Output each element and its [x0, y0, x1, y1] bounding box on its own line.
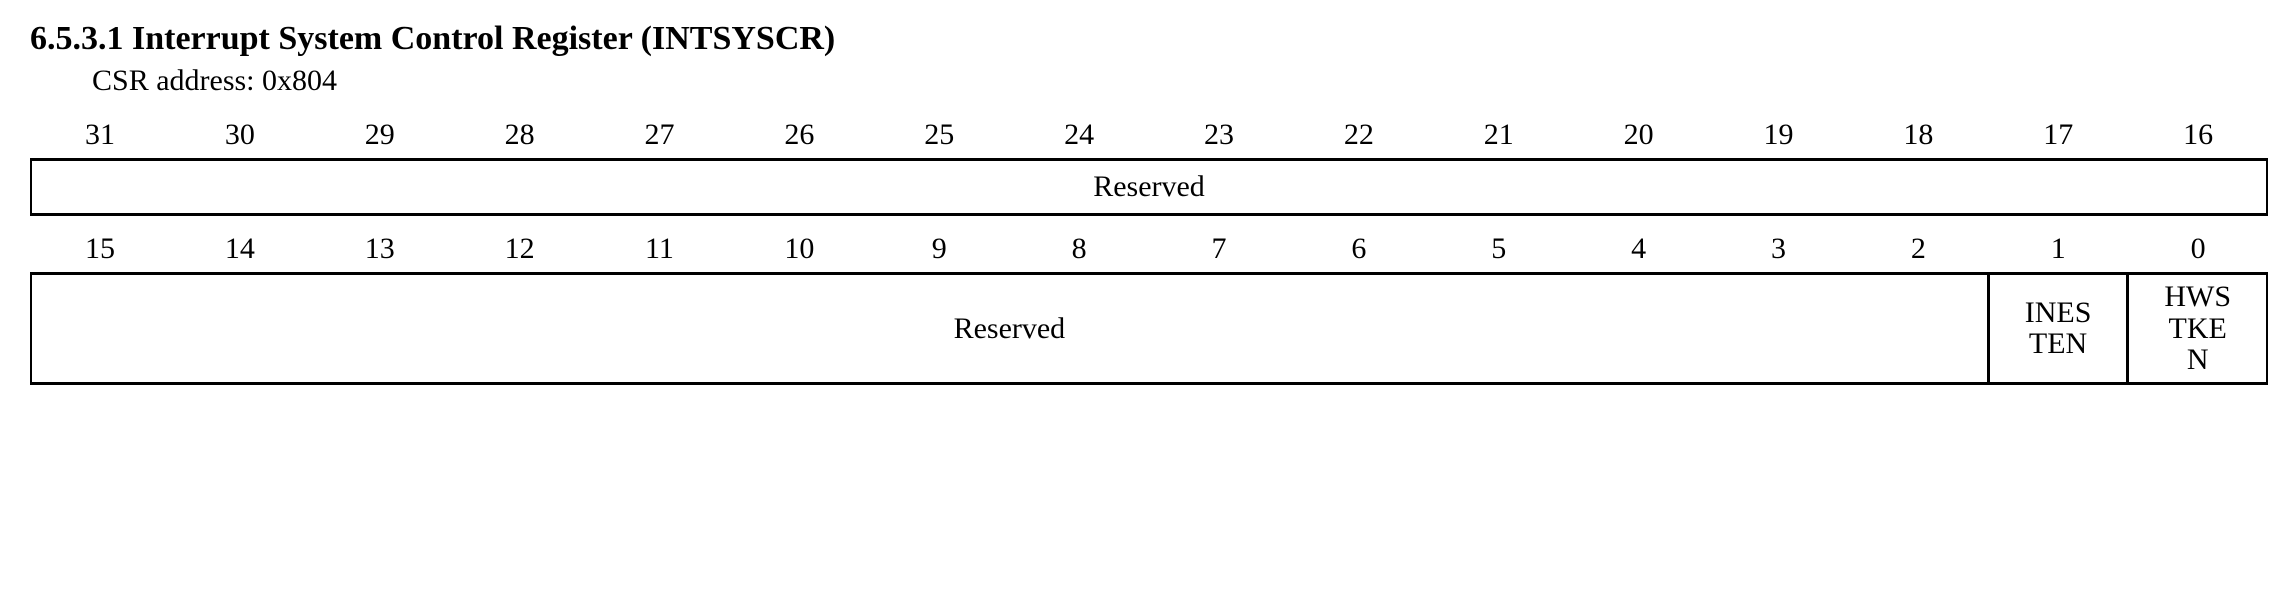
bit-header-high: 31 30 29 28 27 26 25 24 23 22 21 20 19 1…	[30, 116, 2268, 158]
bit-number: 2	[1848, 230, 1988, 272]
bit-number: 21	[1429, 116, 1569, 158]
bit-number: 19	[1709, 116, 1849, 158]
bit-number: 0	[2128, 230, 2268, 272]
bit-number: 6	[1289, 230, 1429, 272]
bit-number: 31	[30, 116, 170, 158]
bit-number: 29	[310, 116, 450, 158]
bit-number: 23	[1149, 116, 1289, 158]
bit-number: 11	[590, 230, 730, 272]
bit-number: 7	[1149, 230, 1289, 272]
bit-number: 3	[1709, 230, 1849, 272]
bit-number: 18	[1848, 116, 1988, 158]
bit-number: 27	[590, 116, 730, 158]
csr-address: CSR address: 0x804	[92, 64, 2268, 98]
field-inesten: INESTEN	[1987, 275, 2127, 382]
field-row-high: Reserved	[30, 158, 2268, 216]
bit-number: 24	[1009, 116, 1149, 158]
field-reserved-low: Reserved	[32, 275, 1987, 382]
field-reserved-high: Reserved	[32, 161, 2266, 213]
bit-number: 1	[1988, 230, 2128, 272]
bit-number: 4	[1569, 230, 1709, 272]
bit-number: 12	[450, 230, 590, 272]
bit-number: 14	[170, 230, 310, 272]
bit-number: 10	[729, 230, 869, 272]
field-row-low: Reserved INESTEN HWSTKEN	[30, 272, 2268, 385]
bit-number: 22	[1289, 116, 1429, 158]
field-hwstken: HWSTKEN	[2126, 275, 2266, 382]
bit-number: 17	[1988, 116, 2128, 158]
bit-number: 9	[869, 230, 1009, 272]
section-heading: 6.5.3.1 Interrupt System Control Registe…	[30, 20, 2268, 58]
bit-number: 20	[1569, 116, 1709, 158]
bit-number: 25	[869, 116, 1009, 158]
bit-number: 13	[310, 230, 450, 272]
bit-number: 15	[30, 230, 170, 272]
bit-number: 30	[170, 116, 310, 158]
bit-number: 5	[1429, 230, 1569, 272]
bit-number: 26	[729, 116, 869, 158]
bit-header-low: 15 14 13 12 11 10 9 8 7 6 5 4 3 2 1 0	[30, 230, 2268, 272]
bit-number: 16	[2128, 116, 2268, 158]
bit-number: 8	[1009, 230, 1149, 272]
bit-number: 28	[450, 116, 590, 158]
